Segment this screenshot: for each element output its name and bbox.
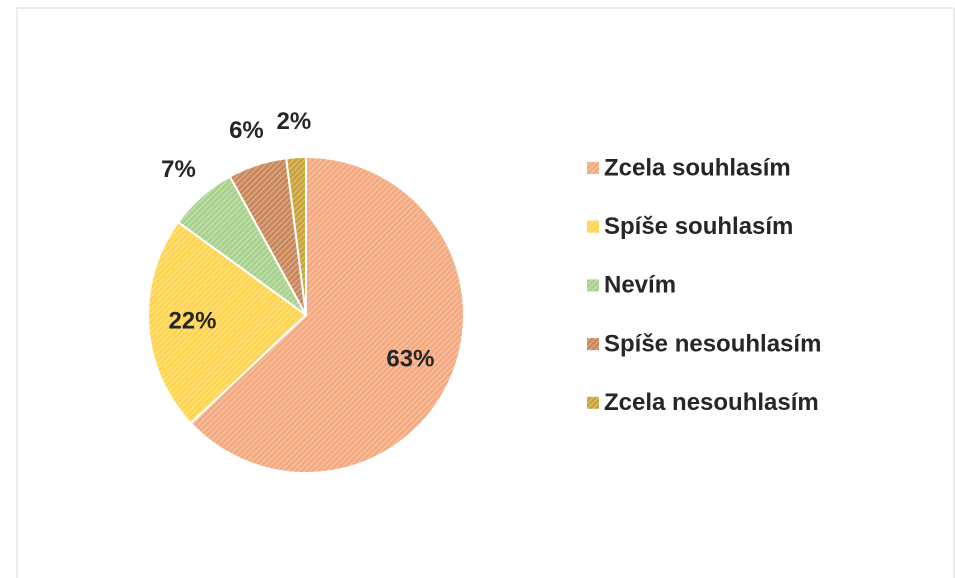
pie-slice <box>189 155 465 474</box>
legend-label: Nevím <box>604 272 676 299</box>
legend-label: Zcela souhlasím <box>604 154 791 181</box>
pie-slice <box>285 155 307 316</box>
legend-swatch <box>587 338 599 351</box>
legend-label: Spíše souhlasím <box>604 213 793 240</box>
data-label: 2% <box>277 108 312 135</box>
legend-swatch <box>587 279 599 292</box>
legend-swatch <box>587 162 599 174</box>
data-label: 7% <box>161 156 196 183</box>
legend-label: Spíše nesouhlasím <box>604 330 821 357</box>
legend-swatch <box>587 396 599 409</box>
pie-slice <box>147 220 308 425</box>
legend-label: Zcela nesouhlasím <box>604 389 819 416</box>
chart-frame <box>16 7 955 578</box>
data-label: 22% <box>168 307 216 334</box>
data-label: 63% <box>386 346 434 373</box>
data-label: 6% <box>229 117 264 144</box>
legend-swatch <box>587 220 599 233</box>
